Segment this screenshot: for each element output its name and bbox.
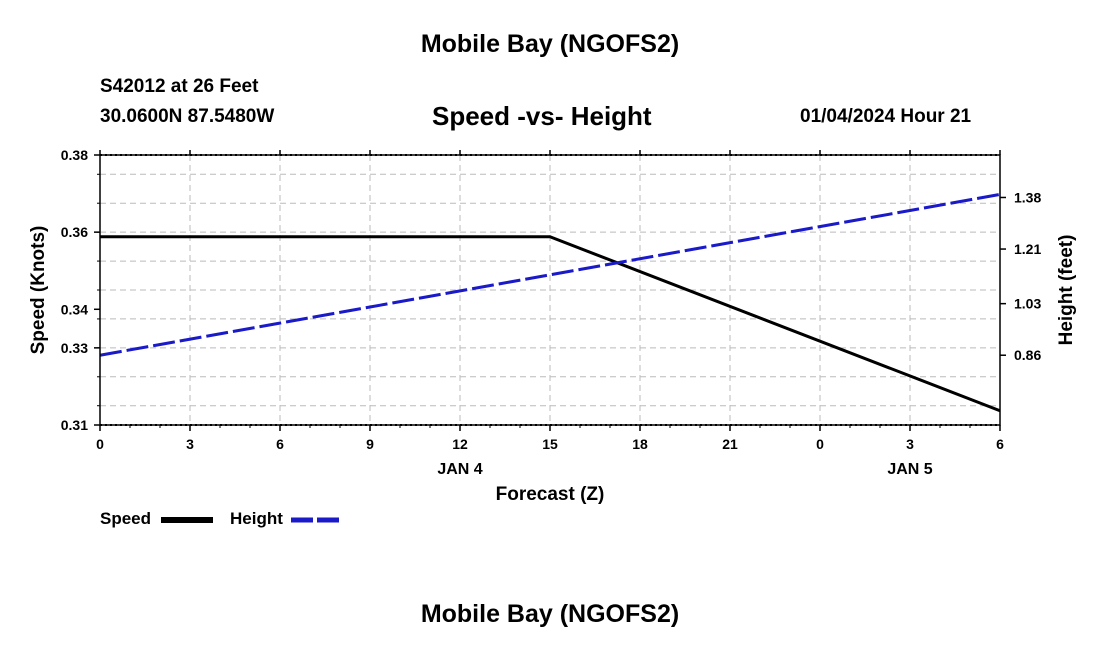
- y2-axis-label: Height (feet): [1056, 235, 1077, 346]
- legend-height-label: Height: [230, 509, 283, 528]
- x-tick-label: 3: [186, 436, 194, 452]
- forecast-datetime: 01/04/2024 Hour 21: [800, 106, 972, 127]
- chart-title-top: Mobile Bay (NGOFS2): [420, 30, 680, 58]
- x-tick-label: 6: [996, 436, 1004, 452]
- x-tick-label: 15: [542, 436, 558, 452]
- y-tick-label: 0.33: [61, 340, 88, 356]
- station-label: S42012 at 26 Feet: [100, 76, 259, 97]
- coordinates-label: 30.0600N 87.5480W: [100, 106, 275, 127]
- x-tick-label: 9: [366, 436, 374, 452]
- y-tick-label: 0.31: [61, 417, 88, 433]
- y-axis-label: Speed (Knots): [28, 226, 49, 355]
- legend-height-swatch: [291, 517, 343, 523]
- chart-title-bottom: Mobile Bay (NGOFS2): [420, 600, 680, 628]
- x-tick-label: 18: [632, 436, 648, 452]
- x-axis-label: Forecast (Z): [496, 484, 605, 505]
- legend-speed-label: Speed: [100, 509, 152, 528]
- x-date-label: JAN 4: [437, 461, 482, 478]
- y2-tick-label: 0.86: [1014, 347, 1041, 363]
- x-tick-label: 0: [816, 436, 824, 452]
- y2-tick-label: 1.38: [1014, 189, 1041, 205]
- x-date-label: JAN 5: [887, 461, 932, 478]
- tick-labels: 0 3 6 9 12 15 18 21 0 3 6 JAN 4 JAN 5 0.31 0.33 0.34 0.3…: [61, 147, 1042, 478]
- grid-lines: [100, 154, 1000, 426]
- chart-subtitle: Speed -vs- Height: [432, 101, 652, 131]
- x-tick-label: 3: [906, 436, 914, 452]
- x-tick-label: 6: [276, 436, 284, 452]
- axis-ticks: [94, 150, 1006, 431]
- series-lines: [99, 192, 1001, 413]
- y-tick-label: 0.34: [61, 301, 88, 317]
- series-line-height: [99, 192, 1001, 357]
- x-tick-label: 12: [452, 436, 468, 452]
- y2-tick-label: 1.21: [1014, 241, 1041, 257]
- series-line-speed: [100, 235, 1001, 413]
- y-tick-label: 0.38: [61, 147, 88, 163]
- x-tick-label: 0: [96, 436, 104, 452]
- x-tick-label: 21: [722, 436, 738, 452]
- legend-speed-swatch: [161, 517, 213, 523]
- y-tick-label: 0.36: [61, 224, 88, 240]
- y2-tick-label: 1.03: [1014, 296, 1041, 312]
